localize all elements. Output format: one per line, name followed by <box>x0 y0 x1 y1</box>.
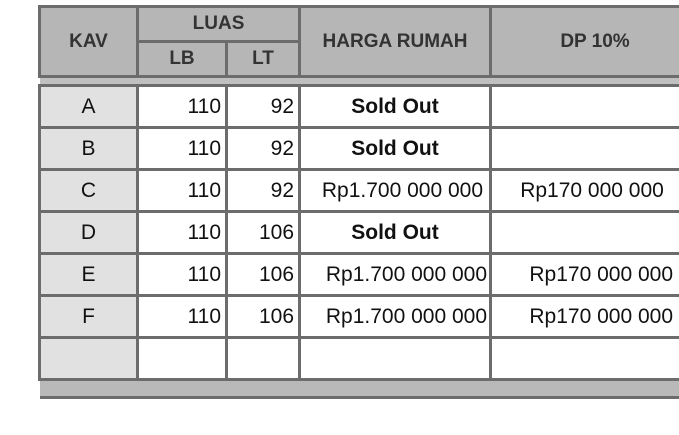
cell-kav: D <box>38 210 139 255</box>
cell-kav <box>38 336 139 381</box>
cell-lt <box>224 336 302 381</box>
table-row-empty <box>38 336 679 381</box>
cell-kav: F <box>38 294 139 339</box>
cell-kav: B <box>38 126 139 171</box>
header-luas: LUAS <box>135 5 302 43</box>
header-dp: DP 10% <box>489 5 679 78</box>
cell-lt: 92 <box>224 84 302 129</box>
cell-harga <box>298 336 493 381</box>
cell-dp <box>489 336 679 381</box>
cell-dp <box>489 210 679 255</box>
cell-kav: A <box>38 84 139 129</box>
header-lb: LB <box>136 40 228 78</box>
cell-harga: Sold Out <box>298 84 493 129</box>
cell-harga: Sold Out <box>298 210 493 255</box>
header-row: KAV LUAS HARGA RUMAH DP 10% <box>38 5 679 78</box>
cell-lb: 110 <box>136 168 228 213</box>
cell-kav: E <box>38 252 139 297</box>
subheader-row: LB LT <box>40 40 679 78</box>
table-row: E 110 106 Rp1.700 000 000 Rp170 000 000 <box>38 252 679 297</box>
cell-lt: 106 <box>224 252 302 297</box>
cell-harga: Rp1.700 000 000 <box>298 168 493 213</box>
cell-lb: 110 <box>136 210 228 255</box>
cell-lb: 110 <box>136 126 228 171</box>
cell-lt: 106 <box>224 210 302 255</box>
header-harga: HARGA RUMAH <box>298 5 493 78</box>
cell-lb: 110 <box>136 84 228 129</box>
footer <box>39 378 679 399</box>
cell-kav: C <box>38 168 139 213</box>
cell-lt: 92 <box>224 126 302 171</box>
cell-harga: Sold Out <box>298 126 493 171</box>
separator-band <box>39 75 679 87</box>
table-row: B 110 92 Sold Out <box>38 126 679 171</box>
header-kav: KAV <box>38 5 139 78</box>
cell-harga: Rp1.700 000 000 <box>298 252 493 297</box>
cell-dp: Rp170 000 000 <box>489 294 679 339</box>
cell-harga: Rp1.700 000 000 <box>298 294 493 339</box>
separator <box>39 75 679 87</box>
cell-dp <box>489 84 679 129</box>
table-row: F 110 106 Rp1.700 000 000 Rp170 000 000 <box>38 294 679 339</box>
header-lt: LT <box>224 40 302 78</box>
cell-lb <box>136 336 228 381</box>
cell-dp: Rp170 000 000 <box>489 168 679 213</box>
cell-lb: 110 <box>136 252 228 297</box>
cell-lt: 92 <box>224 168 302 213</box>
cell-dp: Rp170 000 000 <box>489 252 679 297</box>
table-row: D 110 106 Sold Out <box>38 210 679 255</box>
table-row: A 110 92 Sold Out <box>38 84 679 129</box>
cell-lb: 110 <box>136 294 228 339</box>
footer-band <box>39 378 679 399</box>
cell-lt: 106 <box>224 294 302 339</box>
table-row: C 110 92 Rp1.700 000 000 Rp170 000 000 <box>38 168 679 213</box>
price-table: KAV LUAS HARGA RUMAH DP 10% LB LT A 110 … <box>38 5 679 399</box>
cell-dp <box>489 126 679 171</box>
